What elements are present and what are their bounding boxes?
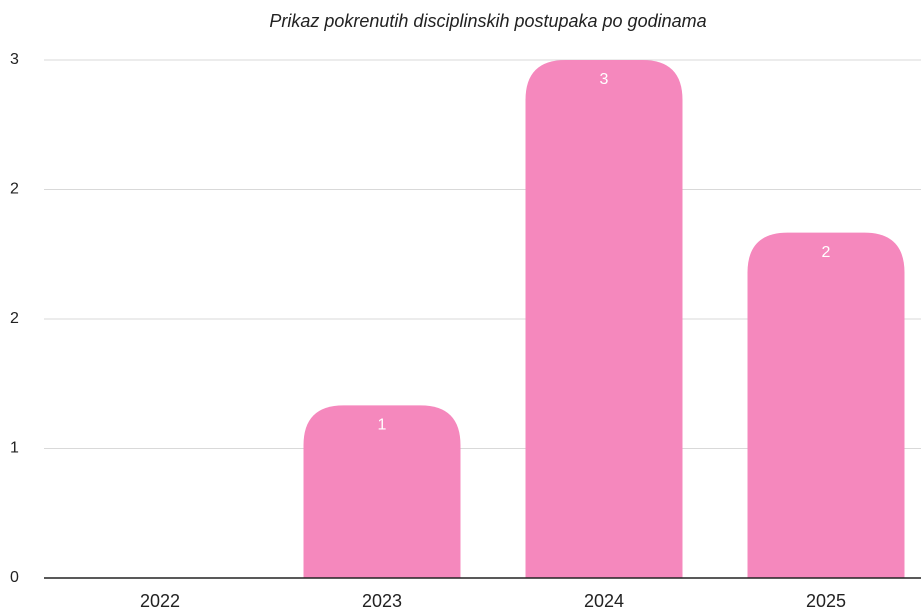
x-tick-label: 2022: [140, 591, 180, 611]
data-label: 1: [378, 417, 387, 434]
bar: [525, 60, 683, 578]
data-label: 2: [822, 244, 831, 261]
y-tick-label: 3: [10, 51, 19, 68]
data-label: 3: [600, 71, 609, 88]
y-tick-label: 1: [10, 440, 19, 457]
x-tick-label: 2025: [806, 591, 846, 611]
x-tick-label: 2023: [362, 591, 402, 611]
chart-title: Prikaz pokrenutih disciplinskih postupak…: [269, 11, 706, 31]
bar: [303, 405, 461, 578]
y-tick-label: 2: [10, 310, 19, 327]
x-tick-label: 2024: [584, 591, 624, 611]
y-tick-label: 0: [10, 569, 19, 586]
bar: [747, 232, 905, 578]
y-tick-label: 2: [10, 181, 19, 198]
